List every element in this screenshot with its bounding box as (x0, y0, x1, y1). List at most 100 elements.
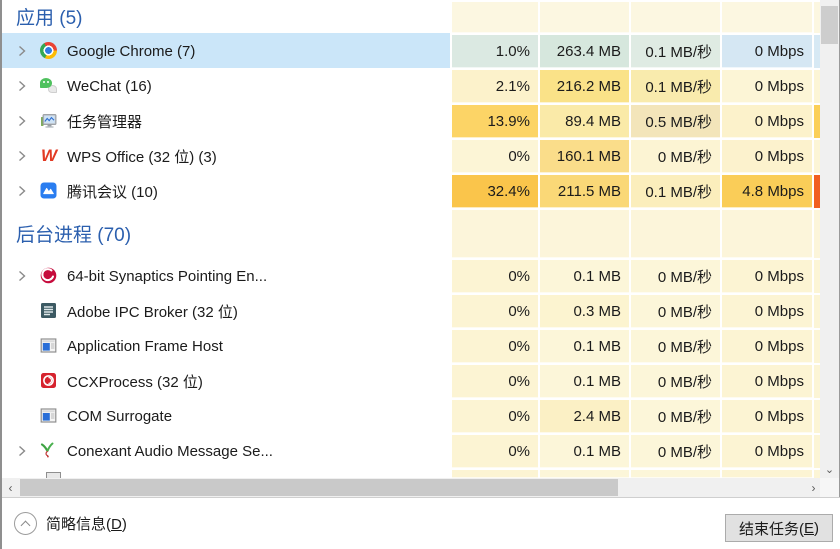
network-cell: 0 Mbps (722, 363, 812, 398)
next-column-sliver (814, 258, 820, 293)
process-name: Google Chrome (7) (67, 42, 196, 60)
chevron-up-circle-icon[interactable] (14, 512, 37, 535)
process-row[interactable]: Adobe IPC Broker (32 位) 0% 0.3 MB 0 MB/秒 0 M… (2, 293, 822, 328)
expand-chevron-icon[interactable] (18, 150, 40, 162)
memory-cell: 263.4 MB (540, 33, 629, 68)
network-cell: 0 Mbps (722, 138, 812, 173)
process-name: 腾讯会议 (10) (67, 183, 158, 201)
cpu-cell: 0% (452, 293, 538, 328)
section-header-row: 后台进程 (70) (2, 208, 822, 258)
ccx-icon (40, 372, 57, 389)
process-name-cell: Adobe IPC Broker (32 位) (2, 293, 450, 328)
cpu-cell (452, 468, 538, 478)
cpu-cell: 1.0% (452, 33, 538, 68)
cpu-cell: 0% (452, 433, 538, 468)
adobeipc-icon (40, 302, 57, 319)
process-row[interactable]: 腾讯会议 (10) 32.4% 211.5 MB 0.1 MB/秒 4.8 Mbps (2, 173, 822, 208)
expand-chevron-icon[interactable] (18, 45, 40, 57)
disk-cell: 0 MB/秒 (631, 433, 720, 468)
process-row[interactable]: W WPS Office (32 位) (3) 0% 160.1 MB 0 MB/秒 0 … (2, 138, 822, 173)
process-name: COM Surrogate (67, 407, 173, 425)
next-column-sliver (814, 173, 820, 208)
next-column-sliver (814, 433, 820, 468)
process-name: Conexant Audio Message Se... (67, 442, 273, 460)
memory-cell: 0.3 MB (540, 293, 629, 328)
network-cell (722, 468, 812, 478)
network-cell (722, 0, 812, 33)
section-header-row: 应用 (5) (2, 0, 822, 33)
next-column-sliver (814, 103, 820, 138)
process-row[interactable]: CCXProcess (32 位) 0% 0.1 MB 0 MB/秒 0 Mbps (2, 363, 822, 398)
next-column-sliver (814, 293, 820, 328)
partial-window-icon (46, 472, 61, 478)
network-cell: 0 Mbps (722, 293, 812, 328)
taskmgr-icon (40, 112, 57, 129)
scroll-down-arrow-icon[interactable]: ⌄ (824, 463, 835, 476)
cpu-cell: 0% (452, 398, 538, 433)
scrollbar-corner (820, 478, 839, 497)
process-name: Adobe IPC Broker (32 位) (67, 303, 238, 321)
expand-chevron-icon[interactable] (18, 445, 40, 457)
horizontal-scrollbar-thumb[interactable] (20, 479, 618, 496)
disk-cell: 0 MB/秒 (631, 138, 720, 173)
next-column-sliver (814, 0, 820, 33)
section-header-label: 后台进程 (70) (16, 224, 132, 246)
expand-chevron-icon[interactable] (18, 115, 40, 127)
process-row[interactable]: COM Surrogate 0% 2.4 MB 0 MB/秒 0 Mbps (2, 398, 822, 433)
winframe-icon (40, 407, 57, 424)
memory-cell: 216.2 MB (540, 68, 629, 103)
disk-cell: 0 MB/秒 (631, 258, 720, 293)
process-row[interactable]: Application Frame Host 0% 0.1 MB 0 MB/秒 0 Mb… (2, 328, 822, 363)
process-row[interactable]: Google Chrome (7) 1.0% 263.4 MB 0.1 MB/秒 0 M… (2, 33, 822, 68)
cpu-cell: 0% (452, 258, 538, 293)
scroll-right-arrow-icon[interactable]: › (811, 480, 816, 495)
network-cell: 0 Mbps (722, 328, 812, 363)
memory-cell: 2.4 MB (540, 398, 629, 433)
next-column-sliver (814, 328, 820, 363)
expand-chevron-icon[interactable] (18, 80, 40, 92)
memory-cell: 0.1 MB (540, 363, 629, 398)
next-column-sliver (814, 33, 820, 68)
horizontal-scrollbar[interactable]: ‹ › (2, 478, 822, 497)
details-toggle[interactable]: 简略信息(D) (14, 512, 127, 535)
memory-cell: 89.4 MB (540, 103, 629, 138)
cpu-cell: 0% (452, 328, 538, 363)
process-name-cell: WeChat (16) (2, 68, 450, 103)
network-cell: 0 Mbps (722, 103, 812, 138)
cpu-cell (452, 0, 538, 33)
memory-cell (540, 468, 629, 478)
partial-row-name-cell (2, 468, 450, 478)
expand-chevron-icon[interactable] (18, 185, 40, 197)
process-name: 64-bit Synaptics Pointing En... (67, 267, 268, 285)
vertical-scrollbar-thumb[interactable] (821, 6, 838, 44)
end-task-button[interactable]: 结束任务(E) (725, 514, 833, 542)
memory-cell: 211.5 MB (540, 173, 629, 208)
next-column-sliver (814, 68, 820, 103)
network-cell: 0 Mbps (722, 68, 812, 103)
process-name: 任务管理器 (67, 113, 143, 131)
next-column-sliver (814, 468, 820, 478)
process-row[interactable]: 任务管理器 13.9% 89.4 MB 0.5 MB/秒 0 Mbps (2, 103, 822, 138)
network-cell: 0 Mbps (722, 33, 812, 68)
expand-chevron-icon[interactable] (18, 270, 40, 282)
wps-icon: W (40, 146, 57, 165)
process-name-cell: Conexant Audio Message Se... (2, 433, 450, 468)
process-name-cell: Application Frame Host (2, 328, 450, 363)
memory-cell: 0.1 MB (540, 328, 629, 363)
wechat-icon (40, 77, 57, 94)
network-cell: 0 Mbps (722, 398, 812, 433)
chrome-icon (40, 42, 57, 59)
process-name-cell: 任务管理器 (2, 103, 450, 138)
vertical-scrollbar[interactable]: ⌄ (820, 0, 839, 478)
disk-cell: 0 MB/秒 (631, 363, 720, 398)
scroll-left-arrow-icon[interactable]: ‹ (8, 480, 13, 495)
memory-cell: 0.1 MB (540, 258, 629, 293)
cpu-cell (452, 208, 538, 258)
process-row[interactable]: Conexant Audio Message Se... 0% 0.1 MB 0 MB… (2, 433, 822, 468)
next-column-sliver (814, 398, 820, 433)
process-name-cell: 腾讯会议 (10) (2, 173, 450, 208)
process-row[interactable]: 64-bit Synaptics Pointing En... 0% 0.1 MB 0… (2, 258, 822, 293)
next-column-sliver (814, 363, 820, 398)
process-row[interactable]: WeChat (16) 2.1% 216.2 MB 0.1 MB/秒 0 Mbps (2, 68, 822, 103)
